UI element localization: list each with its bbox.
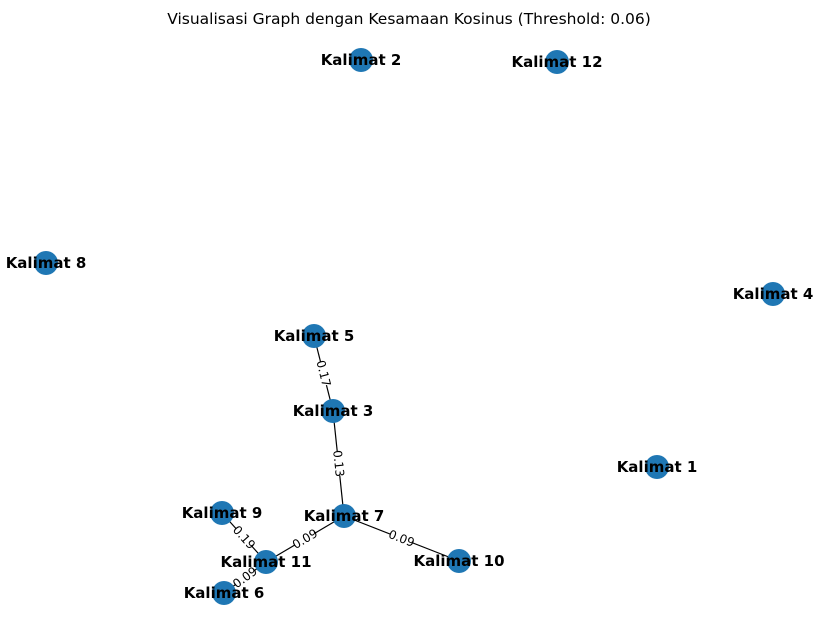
node-label-k10: Kalimat 10	[413, 552, 504, 570]
edge-label-background	[313, 359, 335, 387]
edge-label-background	[387, 526, 416, 550]
graph-node-k3[interactable]	[321, 399, 345, 423]
node-label-k7: Kalimat 7	[304, 507, 385, 525]
node-label-k11: Kalimat 11	[220, 553, 311, 571]
graph-title: Visualisasi Graph dengan Kesamaan Kosinu…	[167, 10, 651, 28]
edge-weight-label: 0.09	[290, 526, 320, 552]
edge-label-background	[230, 523, 258, 552]
graph-node-k10[interactable]	[447, 549, 471, 573]
graph-node-k9[interactable]	[210, 501, 234, 525]
edge-label-background	[290, 526, 319, 552]
graph-node-k11[interactable]	[254, 550, 278, 574]
node-label-k9: Kalimat 9	[182, 504, 263, 522]
graph-node-k1[interactable]	[645, 455, 669, 479]
node-label-k8: Kalimat 8	[6, 254, 87, 272]
node-label-k1: Kalimat 1	[617, 458, 698, 476]
edge-weight-label: 0.13	[330, 449, 347, 477]
node-label-k12: Kalimat 12	[511, 53, 602, 71]
node-label-k5: Kalimat 5	[274, 327, 355, 345]
node-label-k4: Kalimat 4	[733, 285, 814, 303]
edge-label-background	[230, 563, 259, 591]
graph-node-k12[interactable]	[545, 50, 569, 74]
node-label-k3: Kalimat 3	[293, 402, 374, 420]
nodes-layer	[34, 48, 785, 605]
node-label-k6: Kalimat 6	[184, 584, 265, 602]
graph-node-k7[interactable]	[332, 504, 356, 528]
graph-node-k5[interactable]	[302, 324, 326, 348]
graph-node-k6[interactable]	[212, 581, 236, 605]
graph-node-k4[interactable]	[761, 282, 785, 306]
graph-node-k2[interactable]	[349, 48, 373, 72]
node-label-k2: Kalimat 2	[321, 51, 402, 69]
edge-weight-label: 0.09	[387, 527, 417, 550]
edge-label-background	[330, 450, 348, 477]
edge-weight-label: 0.17	[313, 359, 333, 388]
node-labels-layer: Kalimat 1 Kalimat 2 Kalimat 3 Kalimat 4 Kali…	[6, 51, 814, 602]
graph-node-k8[interactable]	[34, 251, 58, 275]
